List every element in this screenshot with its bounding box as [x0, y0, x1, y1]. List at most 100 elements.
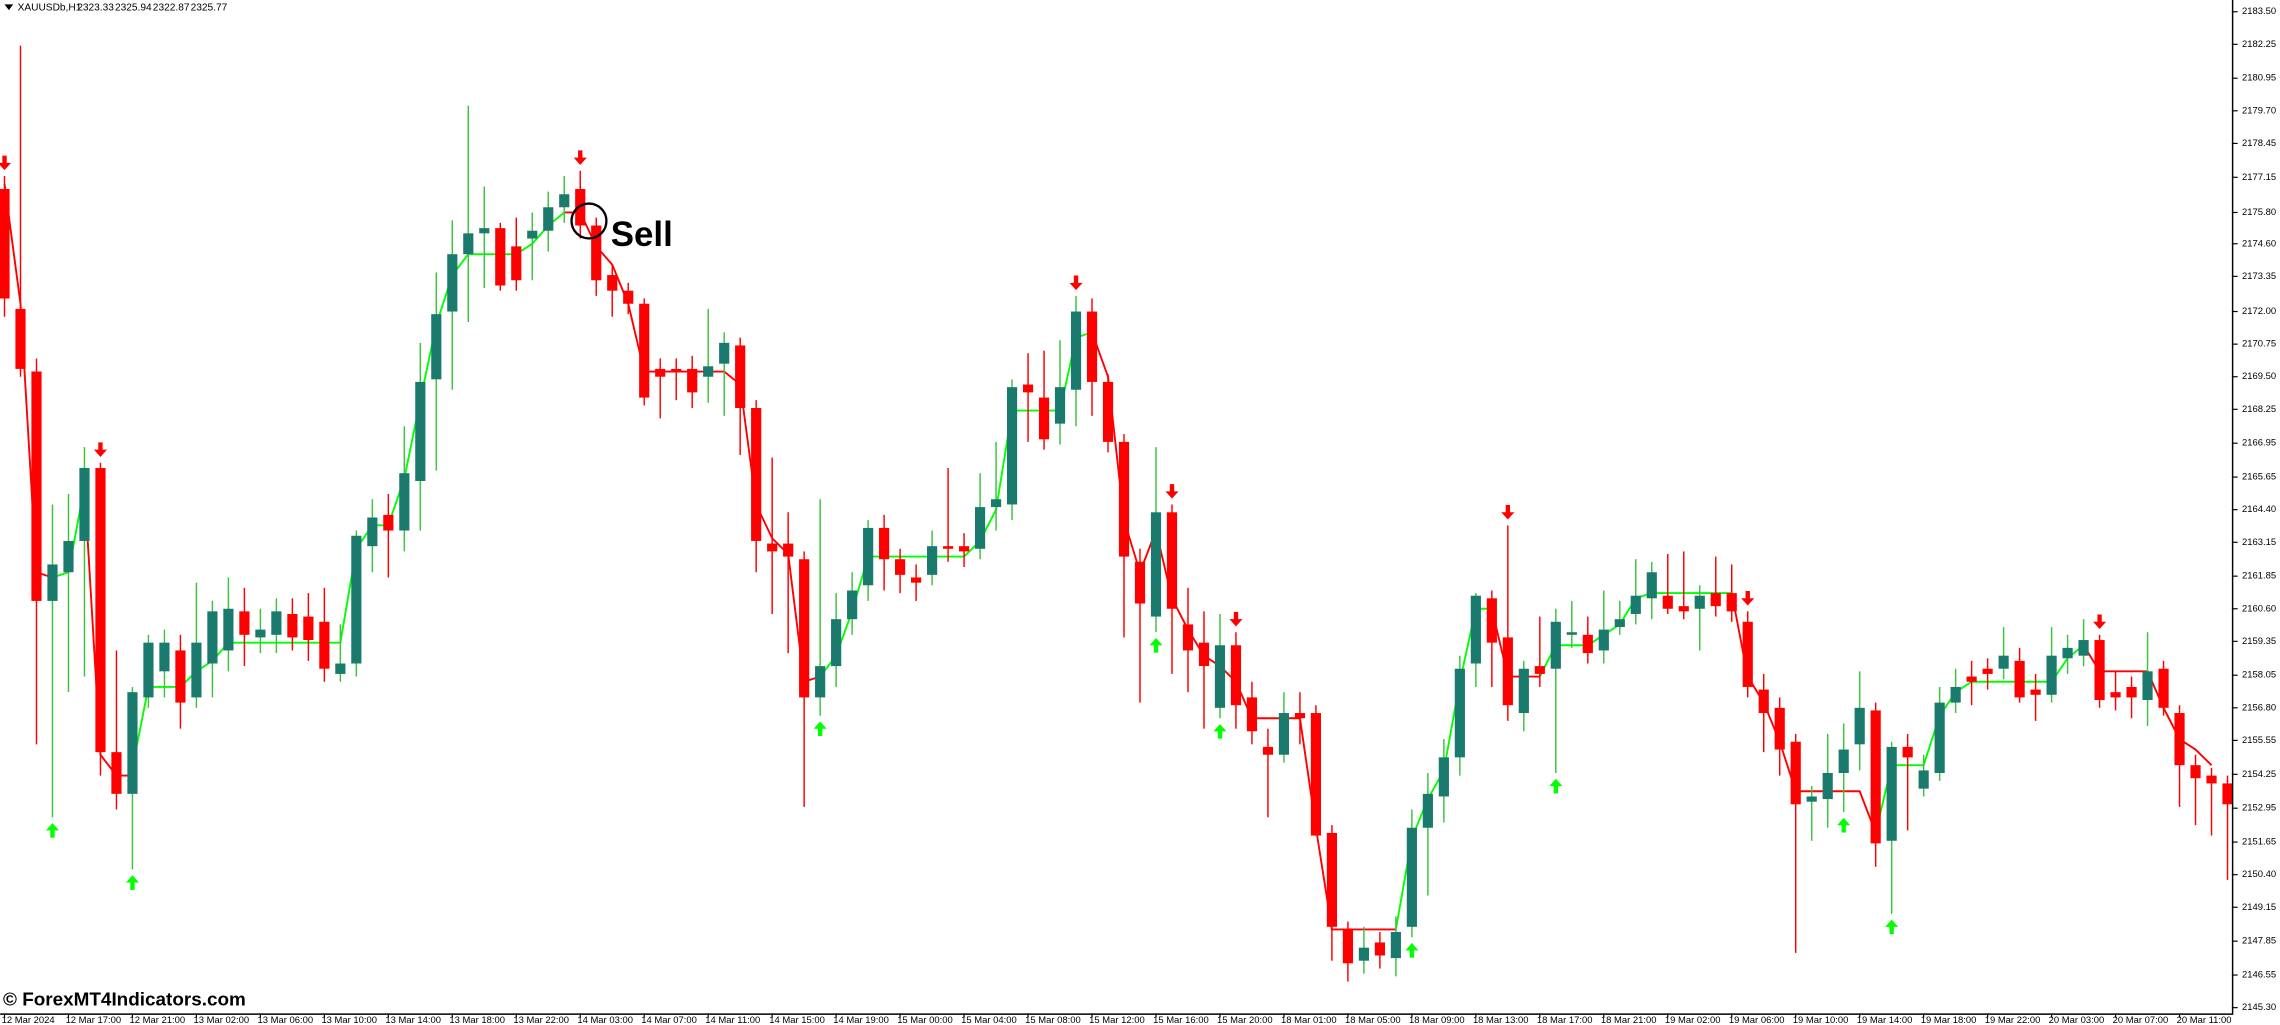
- candle-body: [1790, 741, 1801, 805]
- candle-body: [2190, 765, 2201, 779]
- x-tick-label: 20 Mar 11:00: [2177, 1015, 2232, 1025]
- candle-body: [1070, 311, 1082, 390]
- candle-body: [127, 692, 138, 794]
- y-tick-label: 2163.15: [2242, 537, 2276, 548]
- candle-body: [415, 381, 426, 482]
- candle-body: [1886, 746, 1897, 841]
- x-tick-label: 13 Mar 06:00: [257, 1015, 313, 1025]
- y-tick-label: 2177.15: [2242, 172, 2276, 183]
- candle-body: [1438, 757, 1449, 797]
- candle-body: [607, 275, 618, 291]
- candle-body: [847, 590, 858, 620]
- x-tick-label: 12 Mar 2024: [2, 1015, 55, 1025]
- candle-body: [1998, 655, 2009, 669]
- x-tick-label: 19 Mar 18:00: [1921, 1015, 1977, 1025]
- x-tick-label: 18 Mar 09:00: [1409, 1015, 1465, 1025]
- y-tick-label: 2182.25: [2242, 39, 2276, 50]
- sell-arrow: [0, 155, 12, 171]
- candle-body: [1166, 512, 1178, 609]
- x-tick-label: 19 Mar 22:00: [1985, 1015, 2041, 1025]
- y-tick-label: 2174.60: [2242, 238, 2276, 249]
- candle-body: [271, 611, 282, 635]
- candle-body: [575, 189, 586, 226]
- candle-body: [47, 564, 58, 601]
- candle-body: [1502, 637, 1513, 706]
- candle-body: [1038, 397, 1050, 440]
- candle-body: [1838, 749, 1849, 773]
- x-tick-label: 13 Mar 10:00: [321, 1015, 377, 1025]
- x-tick-label: 14 Mar 11:00: [705, 1015, 760, 1025]
- y-tick-label: 2159.35: [2242, 636, 2276, 647]
- sell-arrow: [93, 442, 108, 457]
- y-tick-label: 2166.95: [2242, 438, 2276, 449]
- candle-body: [2046, 655, 2057, 695]
- candle-body: [255, 629, 266, 638]
- candle-body: [1774, 707, 1785, 750]
- x-tick-label: 18 Mar 21:00: [1601, 1015, 1657, 1025]
- candle-layer: [0, 45, 2233, 982]
- candle-body: [351, 535, 362, 664]
- candle-body: [1134, 561, 1146, 604]
- candle-body: [2222, 783, 2233, 805]
- ohlc-open: 2323.33: [77, 3, 114, 14]
- candle-body: [2078, 640, 2089, 656]
- candle-body: [974, 507, 986, 549]
- candle-body: [1950, 686, 1961, 703]
- candle-body: [319, 621, 330, 669]
- candle-body: [1614, 619, 1625, 628]
- candle-body: [799, 559, 810, 698]
- candle-body: [287, 613, 298, 638]
- candle-body: [767, 543, 778, 552]
- candle-body: [1406, 827, 1417, 927]
- ohlc-close: 2325.77: [191, 3, 228, 14]
- candle-body: [527, 230, 538, 239]
- watermark: © ForexMT4Indicators.com: [3, 989, 246, 1010]
- candle-body: [175, 650, 186, 703]
- candle-body: [1310, 713, 1322, 836]
- y-tick-label: 2161.85: [2242, 571, 2276, 582]
- candle-body: [79, 467, 90, 541]
- candle-body: [1518, 668, 1529, 714]
- candle-body: [1342, 929, 1353, 964]
- y-tick-label: 2183.50: [2242, 6, 2276, 17]
- candle-body: [1374, 942, 1385, 956]
- y-tick-label: 2147.85: [2242, 936, 2276, 947]
- candle-body: [671, 368, 682, 372]
- candle-body: [879, 527, 890, 560]
- candle-body: [2206, 775, 2217, 784]
- y-tick-label: 2178.45: [2242, 138, 2276, 149]
- candle-body: [1422, 793, 1433, 828]
- x-tick-label: 15 Mar 20:00: [1217, 1015, 1273, 1025]
- candle-body: [2158, 668, 2169, 708]
- candle-body: [463, 233, 474, 255]
- buy-arrow: [1549, 778, 1563, 794]
- x-tick-label: 14 Mar 19:00: [833, 1015, 889, 1025]
- candle-body: [1646, 572, 1657, 599]
- y-tick-label: 2151.65: [2242, 837, 2276, 848]
- x-tick-label: 14 Mar 15:00: [769, 1015, 825, 1025]
- y-tick-label: 2149.15: [2242, 902, 2276, 913]
- candle-body: [335, 663, 346, 674]
- y-tick-label: 2158.05: [2242, 670, 2276, 681]
- x-tick-label: 15 Mar 00:00: [897, 1015, 953, 1025]
- candle-body: [495, 228, 506, 286]
- x-tick-label: 15 Mar 12:00: [1089, 1015, 1145, 1025]
- candle-body: [1470, 595, 1481, 664]
- symbol-menu-icon[interactable]: [4, 4, 14, 11]
- candle-body: [1182, 624, 1194, 651]
- signal-line: [1490, 608, 1540, 678]
- candle-body: [1822, 772, 1833, 800]
- candle-body: [2062, 647, 2073, 659]
- candle-body: [1806, 796, 1817, 802]
- candle-body: [1102, 381, 1114, 442]
- buy-arrow: [813, 721, 827, 736]
- signal-line: [3, 183, 53, 579]
- y-tick-label: 2156.80: [2242, 702, 2276, 713]
- x-tick-label: 14 Mar 07:00: [641, 1015, 697, 1025]
- candle-body: [623, 290, 634, 304]
- candle-body: [63, 540, 74, 573]
- sell-annotation: Sell: [611, 215, 673, 254]
- candle-body: [2174, 713, 2185, 766]
- candle-body: [687, 368, 698, 393]
- x-tick-label: 13 Mar 02:00: [194, 1015, 250, 1025]
